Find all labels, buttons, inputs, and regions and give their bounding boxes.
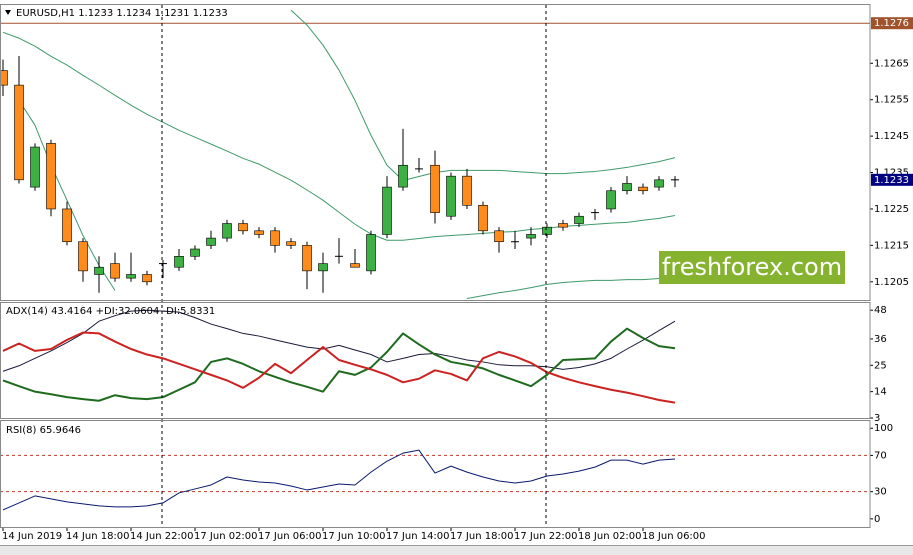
candle-body: [62, 208, 72, 243]
y-tick-label: 30: [874, 487, 887, 498]
indicator-line: [2, 331, 676, 404]
symbol-header: EURUSD,H1 1.1233 1.1234 1.1231 1.1233: [16, 8, 228, 19]
y-tick-label: 1.1205: [874, 277, 909, 288]
panel-plot: [2, 309, 676, 404]
indicator-line: [2, 327, 676, 402]
watermark-box: [659, 251, 845, 284]
x-tick-label: 17 Jun 02:00: [194, 531, 258, 542]
candle-body: [30, 146, 40, 188]
candle-body: [574, 215, 584, 224]
panel-frame: [0, 420, 871, 528]
candle-body: [254, 230, 264, 235]
price-level-label: 1.1276: [874, 18, 909, 29]
y-tick-label: 3: [874, 413, 880, 424]
candle-body: [366, 234, 376, 272]
panel-frame: [0, 302, 871, 419]
candle-body: [382, 186, 392, 235]
candle-body: [142, 274, 152, 283]
candle-body: [126, 274, 136, 279]
y-tick-label: 48: [874, 305, 887, 316]
x-tick-label: 17 Jun 06:00: [258, 531, 322, 542]
tab-strip: [0, 545, 913, 555]
indicator-line: [290, 9, 676, 182]
dropdown-icon[interactable]: [5, 10, 11, 15]
panel-frame: [0, 4, 871, 301]
x-tick-label: 14 Jun 22:00: [130, 531, 194, 542]
candle-body: [222, 223, 232, 239]
candle-body: [638, 186, 648, 192]
x-tick-label: 17 Jun 22:00: [514, 531, 578, 542]
indicator-title: RSI(8) 65.9646: [6, 425, 81, 436]
candle-body: [526, 234, 536, 239]
candle-body: [430, 164, 440, 213]
indicator-line: [2, 309, 676, 372]
candle-body: [654, 179, 664, 188]
watermark: freshforex.com: [662, 253, 842, 281]
candle-body: [190, 248, 200, 257]
y-tick-label: 1.1235: [874, 168, 909, 179]
y-tick-label: 25: [874, 360, 887, 371]
candle-body: [446, 175, 456, 217]
indicator-line: [2, 449, 676, 511]
candle-body: [238, 223, 248, 232]
candle-body: [110, 263, 120, 279]
x-tick-label: 17 Jun 18:00: [450, 531, 514, 542]
y-tick-label: 1.1225: [874, 204, 909, 215]
candle-body: [206, 237, 216, 246]
x-tick-label: 18 Jun 02:00: [578, 531, 642, 542]
candle-body: [350, 263, 360, 268]
y-tick-label: 1.1215: [874, 240, 909, 251]
candle-body: [478, 205, 488, 232]
candle-body: [302, 245, 312, 272]
panel-plot: [0, 9, 870, 300]
current-price-tag: [871, 173, 913, 186]
candle-body: [94, 266, 104, 275]
candle-body: [270, 230, 280, 246]
x-tick-label: 14 Jun 18:00: [66, 531, 130, 542]
candle-body: [286, 241, 296, 246]
x-tick-label: 18 Jun 06:00: [642, 531, 706, 542]
y-tick-label: 70: [874, 450, 887, 461]
current-price-label: 1.1233: [874, 175, 909, 186]
candle-body: [542, 226, 552, 235]
y-tick-label: 14: [874, 387, 887, 398]
x-tick-label: 17 Jun 10:00: [322, 531, 386, 542]
candle-body: [46, 143, 56, 210]
panel-plot: [0, 449, 870, 511]
y-tick-label: 100: [874, 423, 893, 434]
indicator-title: ADX(14) 43.4164 +DI:32.0604 -DI:5.8331: [6, 306, 215, 317]
candle-body: [622, 183, 632, 192]
candle-body: [558, 223, 568, 228]
x-tick-label: 17 Jun 14:00: [386, 531, 450, 542]
x-tick-label: 14 Jun 2019: [2, 531, 62, 542]
plot-layer: 1.1265 1.1255 1.1245 1.1235 1.1225 1.1215 1.12…: [0, 9, 913, 542]
candle-body: [78, 241, 88, 272]
y-tick-label: 1.1245: [874, 131, 909, 142]
y-tick-label: 36: [874, 334, 887, 345]
candle-body: [606, 190, 616, 210]
candle-body: [494, 230, 504, 243]
price-level-tag: [871, 17, 913, 30]
y-tick-label: 1.1255: [874, 95, 909, 106]
candle-body: [0, 70, 8, 86]
candle-body: [318, 263, 328, 272]
y-tick-label: 1.1265: [874, 58, 909, 69]
candle-body: [462, 175, 472, 206]
candle-body: [174, 255, 184, 268]
candle-body: [398, 164, 408, 188]
candle-body: [14, 84, 24, 181]
y-tick-label: 0: [874, 514, 880, 525]
